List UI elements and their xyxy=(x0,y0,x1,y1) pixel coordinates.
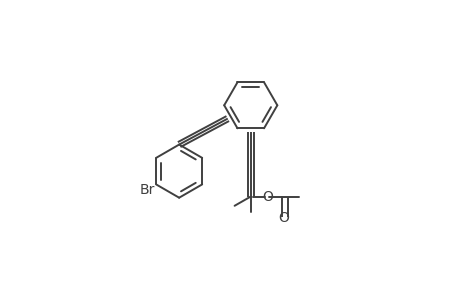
Text: O: O xyxy=(277,211,288,225)
Text: Br: Br xyxy=(139,183,154,197)
Text: O: O xyxy=(262,190,273,204)
